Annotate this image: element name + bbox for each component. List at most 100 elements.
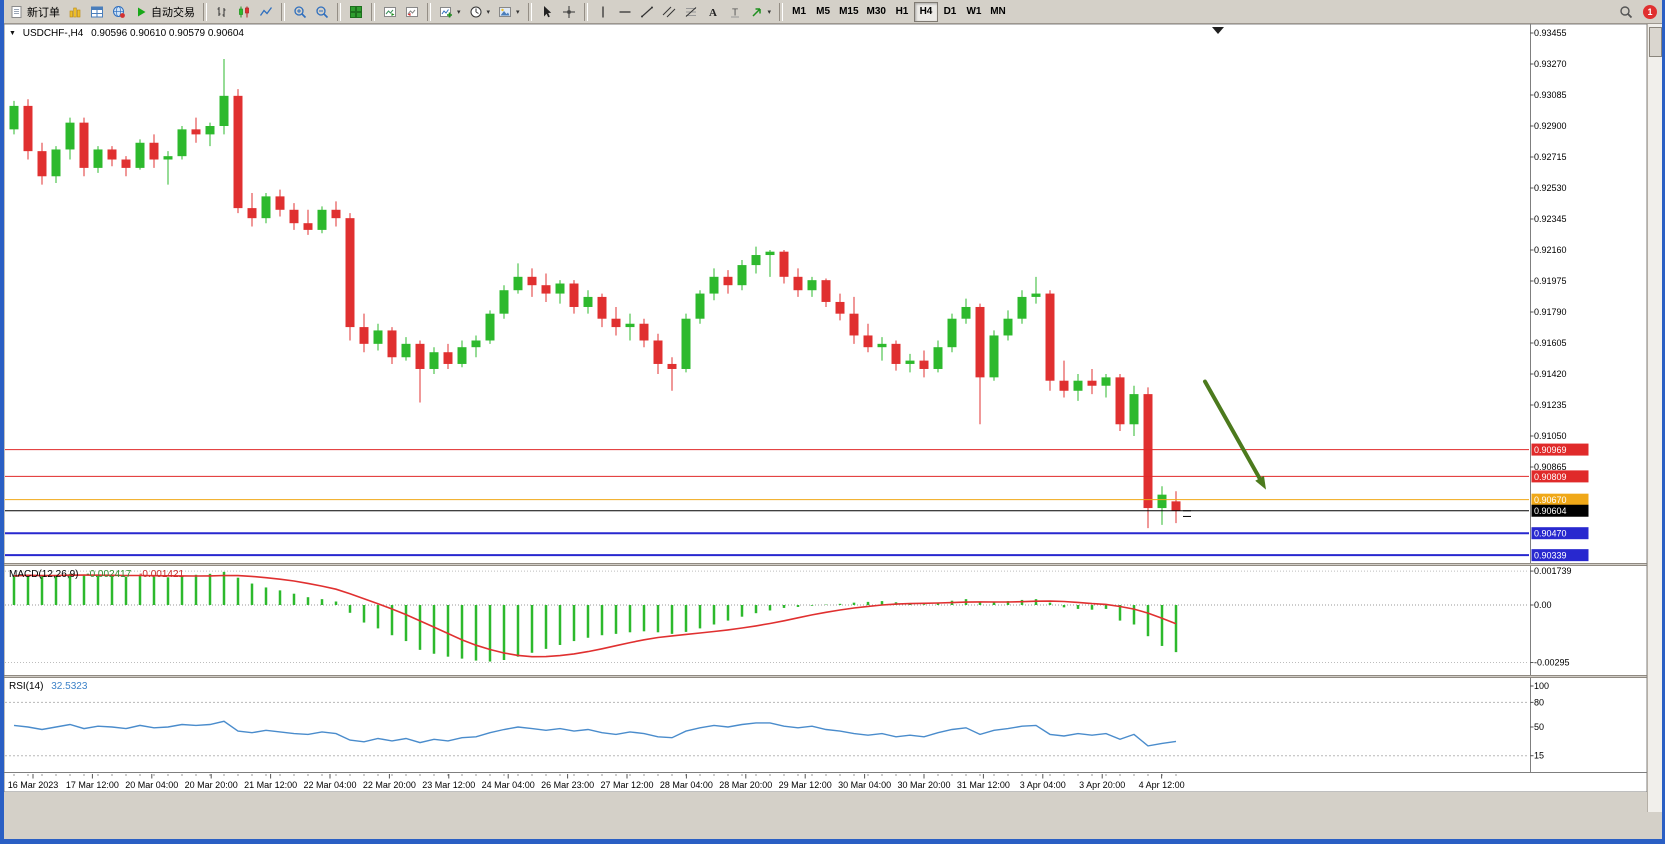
svg-text:3 Apr 20:00: 3 Apr 20:00 <box>1079 780 1125 790</box>
vertical-scrollbar[interactable] <box>1647 24 1663 812</box>
panel-splitter[interactable] <box>4 563 1647 566</box>
current-price-line-badge <box>1531 504 1589 517</box>
tf-h4-button[interactable]: H4 <box>913 1 938 22</box>
text-icon: A <box>706 5 720 19</box>
autotrade-icon <box>134 5 148 19</box>
svg-text:23 Mar 12:00: 23 Mar 12:00 <box>422 780 475 790</box>
tf-h1-button-label: H1 <box>895 6 909 17</box>
chevron-down-icon[interactable]: ▾ <box>486 8 491 16</box>
support-line-blue-1-badge <box>1531 527 1589 540</box>
macd-signal-line <box>13 574 1177 658</box>
tile-windows-icon <box>349 5 363 19</box>
text-button[interactable]: A <box>702 2 724 22</box>
down-arrow-annotation-head[interactable] <box>1255 475 1266 490</box>
svg-text:0.93085: 0.93085 <box>1534 90 1567 100</box>
new-order-button-label: 新订单 <box>27 6 60 19</box>
channel-icon <box>662 5 676 19</box>
cursor-button[interactable] <box>536 2 558 22</box>
channel-button[interactable] <box>658 2 680 22</box>
chart-shift-button[interactable] <box>401 2 423 22</box>
candlestick-series <box>9 58 1181 529</box>
shapes-icon <box>750 5 764 19</box>
templates-button[interactable]: ▾ <box>494 2 524 22</box>
svg-text:3 Apr 04:00: 3 Apr 04:00 <box>1020 780 1066 790</box>
svg-text:0.90470: 0.90470 <box>1534 529 1567 539</box>
tf-m15-button[interactable]: M15 <box>835 2 862 22</box>
notification-badge[interactable]: 1 <box>1643 4 1657 19</box>
line-chart-button[interactable] <box>255 2 277 22</box>
svg-text:0.91605: 0.91605 <box>1534 338 1567 348</box>
svg-text:22 Mar 20:00: 22 Mar 20:00 <box>363 780 416 790</box>
tf-m30-button-label: M30 <box>866 6 886 17</box>
shapes-button[interactable]: ▾ <box>746 2 776 22</box>
search-button[interactable] <box>1615 2 1637 22</box>
svg-text:0.91975: 0.91975 <box>1534 276 1567 286</box>
tf-m5-button[interactable]: M5 <box>811 2 835 22</box>
chevron-down-icon[interactable]: ▾ <box>516 8 520 16</box>
mql-community-button[interactable] <box>108 2 130 22</box>
zoom-in-button[interactable] <box>289 2 311 22</box>
down-arrow-annotation[interactable] <box>1203 379 1262 481</box>
market-watch-button[interactable] <box>86 2 108 22</box>
charts-icon <box>68 5 82 19</box>
auto-scroll-button[interactable] <box>379 2 401 22</box>
fibonacci-button[interactable] <box>680 2 702 22</box>
tf-d1-button-label: D1 <box>943 6 957 17</box>
tf-m1-button[interactable]: M1 <box>787 2 811 22</box>
svg-text:21 Mar 12:00: 21 Mar 12:00 <box>244 780 297 790</box>
tile-windows-button[interactable] <box>345 2 367 22</box>
new-order-icon <box>10 5 24 19</box>
horizontal-line-button[interactable] <box>614 2 636 22</box>
label-icon: T <box>728 5 742 19</box>
window-border-right <box>1662 0 1665 844</box>
price-axis: 0.93455 0.93270 0.93085 0.92900 0.92715 0.925… <box>1530 28 1567 472</box>
svg-text:28 Mar 20:00: 28 Mar 20:00 <box>719 780 772 790</box>
svg-text:0.92530: 0.92530 <box>1534 183 1567 193</box>
chevron-down-icon[interactable]: ▾ <box>767 8 772 16</box>
tf-mn-button[interactable]: MN <box>986 2 1010 22</box>
mql-community-icon <box>112 5 126 19</box>
chart-shift-icon <box>405 5 419 19</box>
chevron-down-icon[interactable]: ▾ <box>457 8 461 16</box>
svg-text:0.90604: 0.90604 <box>1534 506 1567 516</box>
chart-canvas[interactable]: 0.93455 0.93270 0.93085 0.92900 0.92715 0.925… <box>0 24 1665 794</box>
label-button[interactable]: T <box>724 2 746 22</box>
chart-shift-marker[interactable] <box>1212 27 1224 34</box>
charts-button[interactable] <box>64 2 86 22</box>
svg-text:A: A <box>709 7 717 19</box>
support-line-gold-badge <box>1531 493 1589 506</box>
svg-text:15: 15 <box>1534 751 1544 761</box>
crosshair-icon <box>562 5 576 19</box>
vertical-line-button[interactable] <box>592 2 614 22</box>
zoom-out-button[interactable] <box>311 2 333 22</box>
new-order-button[interactable]: 新订单 <box>6 2 64 22</box>
svg-text:22 Mar 04:00: 22 Mar 04:00 <box>303 780 356 790</box>
horizontal-line-icon <box>618 5 632 19</box>
templates-icon <box>498 5 512 19</box>
svg-text:27 Mar 12:00: 27 Mar 12:00 <box>600 780 653 790</box>
indicators-icon <box>439 5 453 19</box>
crosshair-button[interactable] <box>558 2 580 22</box>
tf-m1-button-label: M1 <box>792 6 807 17</box>
tf-h1-button[interactable]: H1 <box>890 2 914 22</box>
trendline-icon <box>640 5 654 19</box>
toolbar: 新订单 自动交易 ▾ ▾ ▾ A T ▾ M1 M5 M15 M30 H1 H4 D1 W1 MN 1 <box>0 0 1665 24</box>
scrollbar-thumb[interactable] <box>1649 27 1662 57</box>
svg-text:0.93455: 0.93455 <box>1534 28 1567 38</box>
periods-button[interactable]: ▾ <box>465 2 495 22</box>
candlestick-button[interactable] <box>233 2 255 22</box>
bar-chart-button[interactable] <box>211 2 233 22</box>
macd-indicator-label: MACD(12,26,9) -0.002417 -0.001421 <box>9 569 184 580</box>
autotrading-button[interactable]: 自动交易 <box>130 2 199 22</box>
one-click-trading-arrow-icon[interactable]: ▼ <box>9 30 16 37</box>
indicators-button[interactable]: ▾ <box>435 2 465 22</box>
fibonacci-icon <box>684 5 698 19</box>
toolbar-separator <box>337 2 341 21</box>
tf-w1-button[interactable]: W1 <box>962 2 986 22</box>
trendline-button[interactable] <box>636 2 658 22</box>
tf-d1-button[interactable]: D1 <box>938 2 962 22</box>
candlestick-icon <box>237 5 251 19</box>
tf-w1-button-label: W1 <box>966 6 982 17</box>
tf-m30-button[interactable]: M30 <box>863 2 890 22</box>
panel-splitter[interactable] <box>4 675 1647 678</box>
